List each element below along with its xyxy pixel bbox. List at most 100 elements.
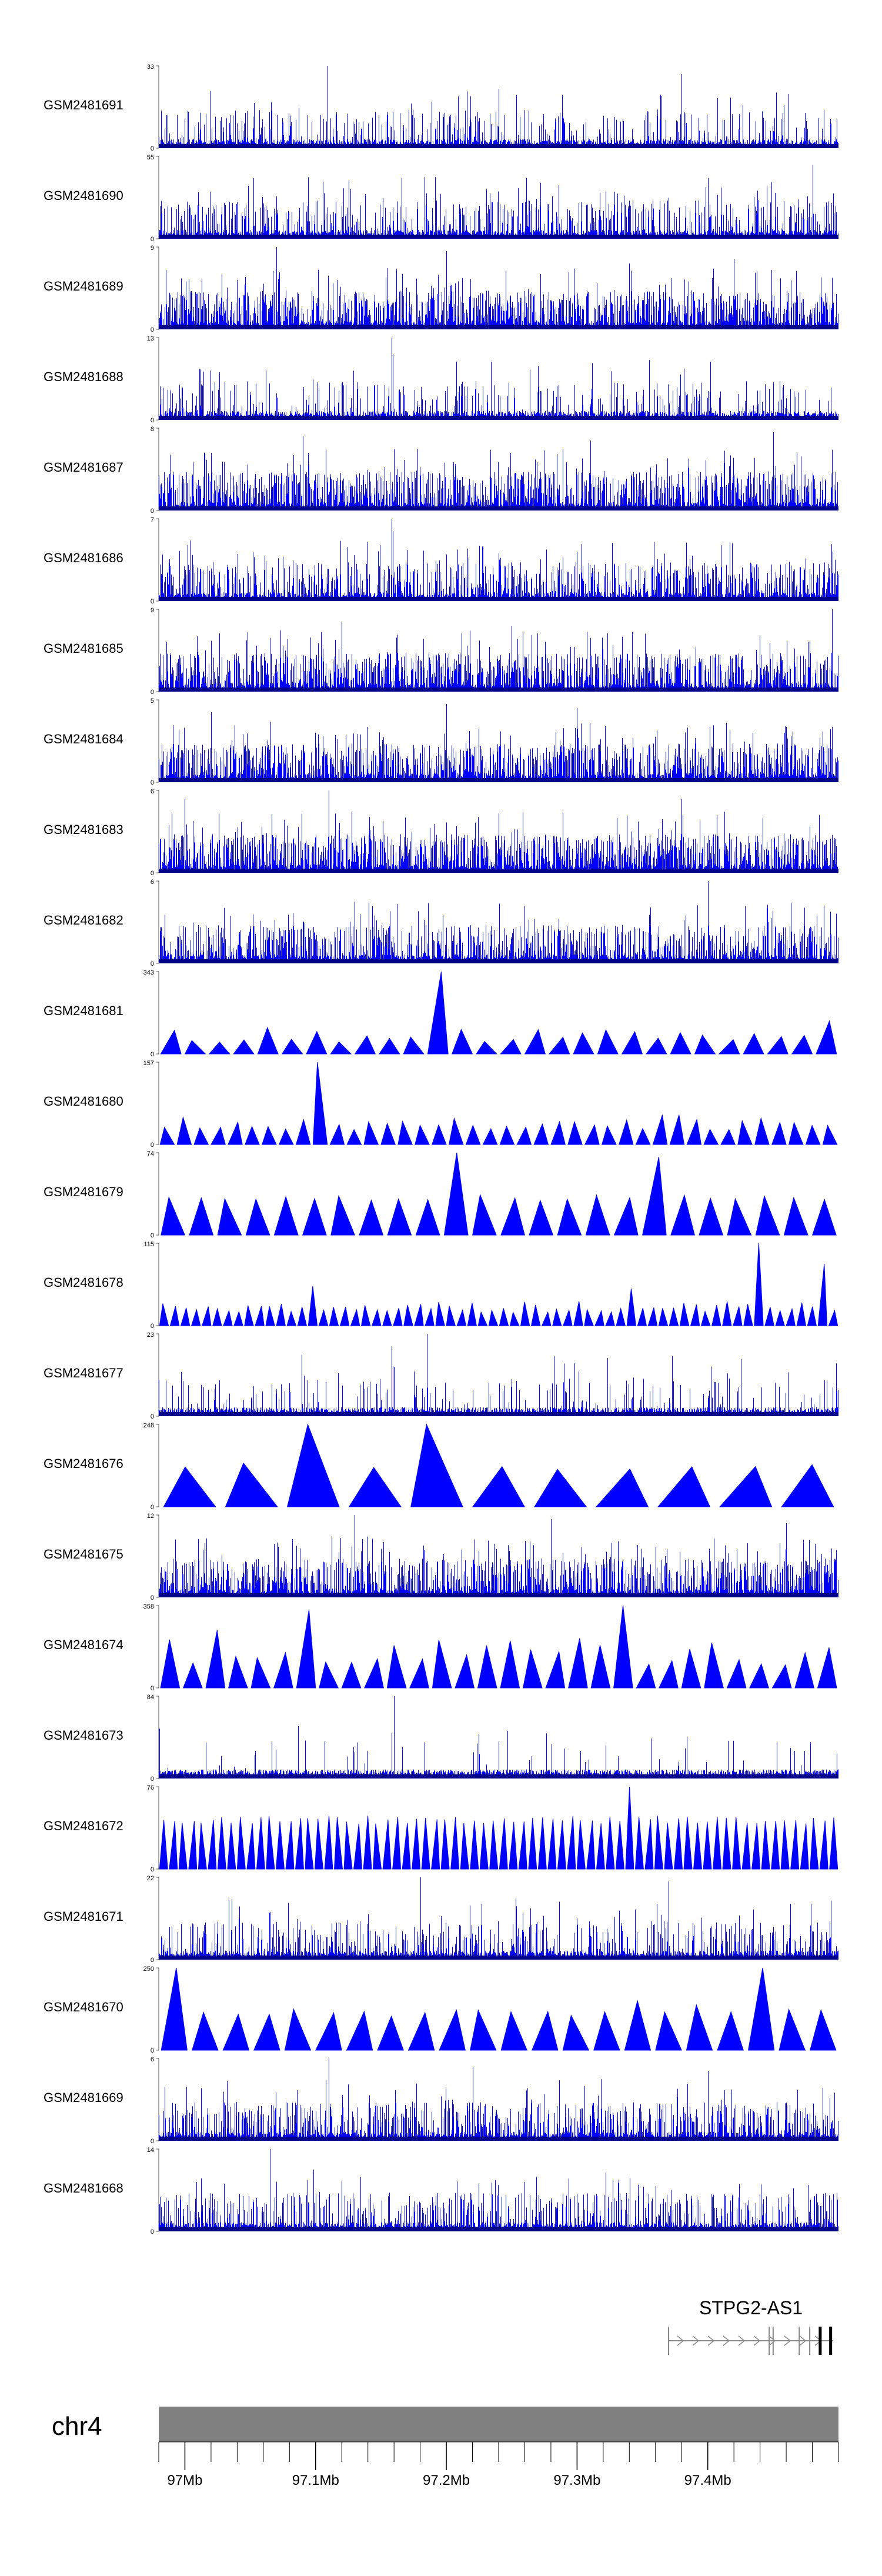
y-max-label: 74 xyxy=(147,1150,154,1157)
track-label: GSM2481674 xyxy=(44,1637,123,1652)
signal-peaks xyxy=(160,1605,837,1689)
signal-baseline xyxy=(159,144,838,148)
signal-baseline xyxy=(159,506,838,510)
strand-arrow xyxy=(784,2335,791,2346)
axis-tick-label: 97.2Mb xyxy=(423,2472,470,2488)
exon-mark xyxy=(772,2327,774,2355)
signal-peaks xyxy=(160,971,837,1055)
chromosome-ideogram xyxy=(159,2407,838,2442)
signal-bars xyxy=(159,338,838,420)
track-GSM2481688: GSM2481688 13 0 xyxy=(44,335,838,424)
exon-mark xyxy=(769,2327,770,2355)
y-zero-label: 0 xyxy=(151,779,154,786)
track-GSM2481668: GSM2481668 14 0 xyxy=(44,2147,838,2235)
track-GSM2481670: GSM2481670 250 0 xyxy=(44,1966,837,2054)
signal-baseline xyxy=(159,959,838,963)
signal-bars xyxy=(159,247,838,329)
signal-baseline xyxy=(159,869,838,873)
signal-baseline xyxy=(159,1774,838,1778)
strand-arrow xyxy=(753,2335,761,2346)
y-max-label: 9 xyxy=(151,607,154,614)
track-label: GSM2481686 xyxy=(44,550,123,565)
y-zero-label: 0 xyxy=(151,1957,154,1964)
track-GSM2481687: GSM2481687 8 0 xyxy=(44,426,838,515)
y-zero-label: 0 xyxy=(151,1232,154,1239)
track-label: GSM2481685 xyxy=(44,641,123,656)
y-zero-label: 0 xyxy=(151,2228,154,2235)
signal-baseline xyxy=(159,325,838,329)
chromosome-label: chr4 xyxy=(52,2412,102,2441)
track-label: GSM2481677 xyxy=(44,1366,123,1380)
chromosome-axis: chr4 97Mb 97.1Mb 97.2Mb 97.3Mb 97.4Mb xyxy=(52,2407,839,2488)
y-max-label: 250 xyxy=(143,1966,154,1973)
y-zero-label: 0 xyxy=(151,1051,154,1058)
y-zero-label: 0 xyxy=(151,1504,154,1511)
y-zero-label: 0 xyxy=(151,1594,154,1601)
y-zero-label: 0 xyxy=(151,960,154,967)
signal-baseline xyxy=(159,1412,838,1416)
axis-tick-label: 97.3Mb xyxy=(553,2472,600,2488)
signal-baseline xyxy=(159,235,838,239)
y-zero-label: 0 xyxy=(151,689,154,696)
signal-bars xyxy=(159,1877,838,1960)
y-max-label: 12 xyxy=(147,1513,154,1520)
axis-tick-label: 97.4Mb xyxy=(684,2472,731,2488)
track-label: GSM2481668 xyxy=(44,2181,123,2195)
signal-peaks xyxy=(159,1243,838,1326)
y-zero-label: 0 xyxy=(151,145,154,152)
track-label: GSM2481681 xyxy=(44,1003,123,1018)
y-zero-label: 0 xyxy=(151,236,154,243)
y-max-label: 9 xyxy=(151,245,154,252)
y-zero-label: 0 xyxy=(151,2047,154,2054)
signal-bars xyxy=(159,790,838,873)
y-max-label: 33 xyxy=(147,64,154,71)
y-max-label: 115 xyxy=(143,1241,154,1248)
y-zero-label: 0 xyxy=(151,598,154,605)
track-GSM2481677: GSM2481677 23 0 xyxy=(44,1332,838,1420)
track-label: GSM2481672 xyxy=(44,1818,123,1833)
y-zero-label: 0 xyxy=(151,1866,154,1873)
signal-bars xyxy=(159,1696,838,1778)
signal-baseline xyxy=(159,597,838,601)
signal-bars xyxy=(159,2058,838,2141)
signal-baseline xyxy=(159,416,838,420)
track-label: GSM2481678 xyxy=(44,1275,123,1290)
signal-bars xyxy=(159,165,838,239)
track-GSM2481685: GSM2481685 9 0 xyxy=(44,607,838,696)
gene-annotation-track: STPG2-AS1 xyxy=(668,2297,834,2355)
y-max-label: 358 xyxy=(143,1603,154,1610)
y-max-label: 55 xyxy=(147,154,154,161)
y-zero-label: 0 xyxy=(151,1323,154,1330)
track-label: GSM2481689 xyxy=(44,279,123,293)
signal-bars xyxy=(159,1334,838,1416)
track-GSM2481690: GSM2481690 55 0 xyxy=(44,154,838,243)
strand-arrow xyxy=(707,2335,715,2346)
signal-peaks xyxy=(161,1967,837,2051)
y-max-label: 14 xyxy=(147,2147,154,2154)
signal-baseline xyxy=(159,2227,838,2231)
y-max-label: 343 xyxy=(143,969,154,976)
y-max-label: 13 xyxy=(147,335,154,342)
exon-mark xyxy=(809,2327,811,2355)
track-GSM2481671: GSM2481671 22 0 xyxy=(44,1875,838,1964)
y-max-label: 76 xyxy=(147,1784,154,1791)
axis-tick-label: 97Mb xyxy=(167,2472,202,2488)
y-zero-label: 0 xyxy=(151,417,154,424)
y-zero-label: 0 xyxy=(151,870,154,877)
y-max-label: 23 xyxy=(147,1332,154,1339)
track-label: GSM2481690 xyxy=(44,188,123,203)
gene-label: STPG2-AS1 xyxy=(699,2297,803,2318)
track-GSM2481682: GSM2481682 6 0 xyxy=(44,879,838,967)
y-max-label: 6 xyxy=(151,879,154,886)
signal-bars xyxy=(159,432,838,510)
signal-bars xyxy=(159,704,838,782)
track-label: GSM2481688 xyxy=(44,369,123,384)
track-GSM2481672: GSM2481672 76 0 xyxy=(44,1784,838,1873)
y-max-label: 157 xyxy=(143,1060,154,1067)
y-max-label: 22 xyxy=(147,1875,154,1882)
track-label: GSM2481680 xyxy=(44,1094,123,1109)
track-GSM2481681: GSM2481681 343 0 xyxy=(44,969,837,1058)
signal-peaks xyxy=(161,1152,837,1236)
track-GSM2481686: GSM2481686 7 0 xyxy=(44,516,838,605)
